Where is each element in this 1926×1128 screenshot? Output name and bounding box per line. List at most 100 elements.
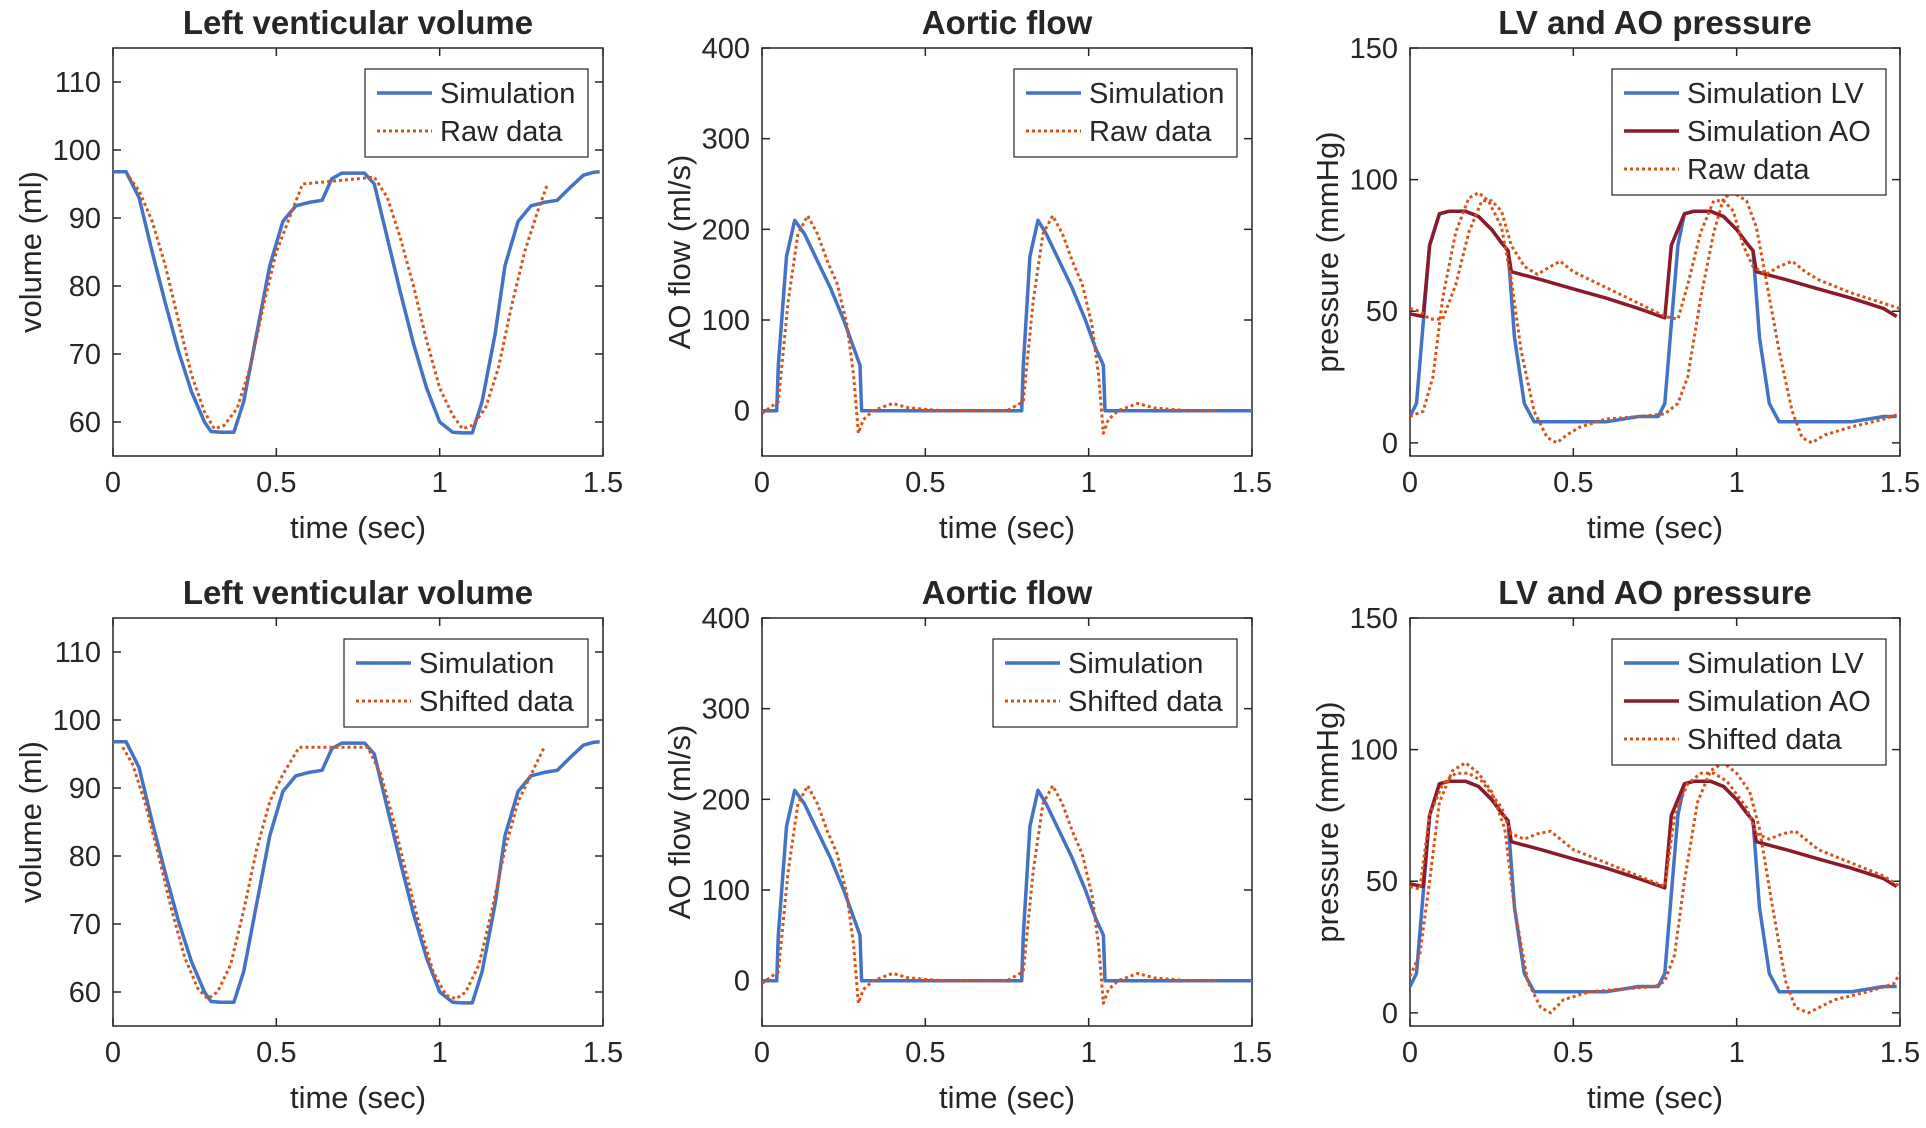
series-line-shifted-data [121,745,546,1001]
chart-title: Left venticular volume [183,4,533,41]
y-tick-label: 60 [69,977,101,1009]
series-line-data-trace-3 [1410,199,1900,321]
x-axis-label: time (sec) [1587,510,1723,545]
y-axis-label: pressure (mmHg) [1310,701,1345,942]
y-tick-label: 400 [702,603,750,635]
x-tick-label: 1.5 [1880,467,1920,499]
x-axis-label: time (sec) [1587,1080,1723,1115]
series-line-raw-data [128,175,549,431]
chart-flow_raw: 0 0.5 1 1.5 0 100 200 300 400 Aortic flow time (se… [662,4,1272,545]
y-tick-label: 70 [69,339,101,371]
legend-entry: Shifted data [419,686,575,718]
chart-title: LV and AO pressure [1498,574,1812,611]
y-tick-label: 110 [55,637,101,669]
legend-entry: Simulation LV [1687,648,1864,680]
legend-entry: Raw data [1089,116,1212,148]
x-tick-label: 1.5 [583,467,623,499]
legend: Simulation Shifted data [992,638,1238,728]
legend: Simulation Shifted data [343,638,589,728]
y-tick-label: 200 [702,784,750,816]
chart-title: Aortic flow [922,4,1093,41]
series-line-simulation-ao [1410,779,1898,890]
x-tick-label: 0.5 [256,467,296,499]
y-tick-label: 100 [1350,735,1398,767]
x-tick-label: 0.5 [1553,467,1593,499]
y-tick-label: 90 [69,203,101,235]
series-line-simulation [113,170,600,435]
y-tick-label: 150 [1350,603,1398,635]
series-line-data-trace-3 [1410,771,1900,891]
y-tick-label: 100 [1350,165,1398,197]
y-tick-label: 300 [702,124,750,156]
x-tick-label: 1.5 [1232,1037,1272,1069]
x-tick-label: 0 [105,1037,121,1069]
x-tick-label: 1 [1729,467,1745,499]
y-tick-label: 0 [1382,428,1398,460]
legend-box [343,638,589,728]
y-tick-label: 150 [1350,33,1398,65]
y-tick-label: 100 [702,875,750,907]
legend-entry: Simulation AO [1687,686,1871,718]
series-line-shifted-data [1410,761,1900,1015]
chart-pres_shift: 0 0.5 1 1.5 0 50 100 150 LV and AO pressure time … [1310,574,1920,1115]
legend: Simulation LV Simulation AO Raw data [1611,68,1887,196]
x-tick-label: 1.5 [1232,467,1272,499]
legend-entry: Simulation AO [1687,116,1871,148]
x-tick-label: 0 [1402,467,1418,499]
y-tick-label: 50 [1366,296,1398,328]
x-tick-label: 0 [105,467,121,499]
y-tick-label: 100 [702,305,750,337]
chart-vol_raw: 0 0.5 1 1.5 60 70 80 90 100 110 Left venticular vo… [13,4,623,545]
legend-entry: Simulation [419,648,554,680]
chart-flow_shift: 0 0.5 1 1.5 0 100 200 300 400 Aortic flow time (se… [662,574,1272,1115]
y-tick-label: 70 [69,909,101,941]
x-tick-label: 0.5 [1553,1037,1593,1069]
x-tick-label: 1 [1081,1037,1097,1069]
y-axis-label: pressure (mmHg) [1310,131,1345,372]
y-tick-label: 90 [69,773,101,805]
y-tick-label: 80 [69,841,101,873]
y-tick-label: 200 [702,214,750,246]
legend-box [992,638,1238,728]
legend-box [1013,68,1238,158]
series-line-raw-data [762,214,1220,435]
y-tick-label: 60 [69,407,101,439]
legend-entry: Shifted data [1687,724,1843,756]
y-tick-label: 100 [53,705,101,737]
x-tick-label: 0.5 [256,1037,296,1069]
x-tick-label: 0 [1402,1037,1418,1069]
x-tick-label: 0 [754,1037,770,1069]
legend-entry: Shifted data [1068,686,1224,718]
y-axis-label: volume (ml) [13,171,48,333]
x-axis-label: time (sec) [290,510,426,545]
chart-title: LV and AO pressure [1498,4,1812,41]
y-tick-label: 100 [53,135,101,167]
legend-entry: Raw data [440,116,563,148]
y-tick-label: 0 [734,396,750,428]
y-tick-label: 50 [1366,866,1398,898]
legend-entry: Raw data [1687,154,1810,186]
y-tick-label: 0 [734,966,750,998]
x-tick-label: 0.5 [905,467,945,499]
y-tick-label: 400 [702,33,750,65]
legend: Simulation Raw data [1013,68,1238,158]
x-tick-label: 1 [1081,467,1097,499]
legend-box [364,68,589,158]
x-tick-label: 1 [1729,1037,1745,1069]
y-tick-label: 300 [702,694,750,726]
x-tick-label: 1.5 [583,1037,623,1069]
y-tick-label: 80 [69,271,101,303]
chart-title: Aortic flow [922,574,1093,611]
x-axis-label: time (sec) [290,1080,426,1115]
y-axis-label: AO flow (ml/s) [662,155,697,350]
legend-entry: Simulation [440,78,575,110]
legend-entry: Simulation [1089,78,1224,110]
x-axis-label: time (sec) [939,510,1075,545]
y-tick-label: 110 [55,67,101,99]
x-axis-label: time (sec) [939,1080,1075,1115]
y-axis-label: AO flow (ml/s) [662,725,697,920]
legend: Simulation LV Simulation AO Shifted data [1611,638,1887,766]
x-tick-label: 1 [432,467,448,499]
series-line-shifted-data [762,784,1220,1005]
